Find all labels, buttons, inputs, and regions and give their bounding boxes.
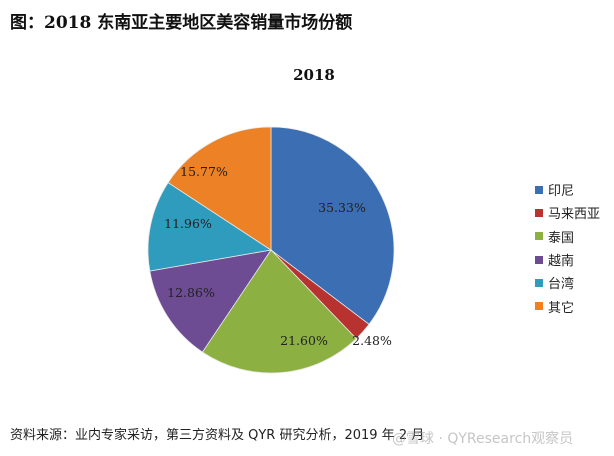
legend-swatch — [535, 302, 543, 311]
page-title: 图：2018 东南亚主要地区美容销量市场份额 — [10, 13, 353, 33]
slice-label: 12.86% — [167, 285, 215, 300]
legend-item: 印尼 — [535, 178, 600, 201]
watermark: @雪球 · QYResearch观察员 — [392, 431, 574, 447]
legend-item: 马来西亚 — [535, 201, 600, 224]
chart-title: 2018 — [293, 66, 335, 84]
legend-item: 台湾 — [535, 271, 600, 294]
slice-label: 11.96% — [164, 216, 212, 231]
pie-slice — [270, 126, 395, 325]
slice-label: 21.60% — [280, 333, 328, 348]
legend-swatch — [535, 185, 543, 194]
pie-slice — [167, 126, 272, 251]
legend-swatch — [535, 208, 543, 217]
legend-swatch — [535, 232, 543, 241]
legend-item: 泰国 — [535, 225, 600, 248]
legend-swatch — [535, 278, 543, 287]
pie-slices — [147, 126, 395, 374]
pie-slice — [201, 249, 357, 374]
pie-labels: 35.33% 2.48% 21.60% 12.86% 11.96% 15.77% — [164, 164, 392, 348]
slice-label: 2.48% — [352, 333, 392, 348]
legend-item: 越南 — [535, 248, 600, 271]
slice-label: 35.33% — [318, 200, 366, 215]
pie-slice — [149, 249, 272, 353]
source-note: 资料来源：业内专家采访，第三方资料及 QYR 研究分析，2019 年 2 月 — [10, 428, 425, 443]
legend-item: 其它 — [535, 294, 600, 317]
pie-slice — [147, 182, 273, 272]
slice-label: 15.77% — [180, 164, 228, 179]
legend: 印尼 马来西亚 泰国 越南 台湾 其它 — [535, 178, 600, 318]
legend-swatch — [535, 255, 543, 264]
